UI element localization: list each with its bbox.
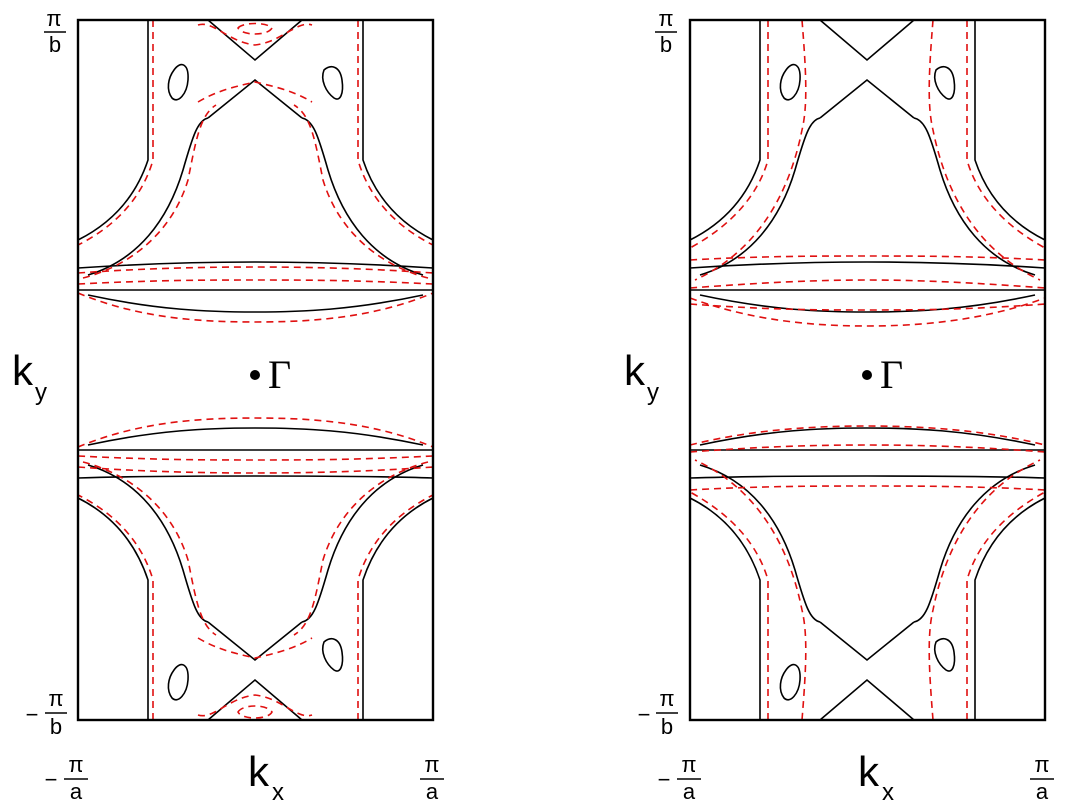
svg-text:a: a bbox=[1036, 779, 1049, 802]
svg-text:π: π bbox=[1034, 752, 1049, 777]
svg-text:k: k bbox=[248, 748, 270, 795]
svg-text:π: π bbox=[68, 752, 83, 777]
right-solid-contours bbox=[689, 19, 1046, 721]
right-gamma-point: Γ bbox=[862, 352, 903, 397]
svg-text:k: k bbox=[858, 748, 880, 795]
left-gamma-label: Γ bbox=[268, 352, 291, 397]
left-bottom-tick-label: − π b bbox=[26, 686, 67, 739]
right-panel: Γ bbox=[688, 18, 1047, 722]
svg-text:k: k bbox=[624, 347, 646, 394]
svg-text:π: π bbox=[659, 686, 674, 711]
right-gamma-label: Γ bbox=[880, 352, 903, 397]
left-left-tick-label: − π a bbox=[45, 752, 88, 802]
svg-text:π: π bbox=[48, 686, 63, 711]
left-kx-axis-label: k x bbox=[248, 748, 284, 802]
left-gamma-point: Γ bbox=[250, 352, 291, 397]
svg-text:b: b bbox=[661, 714, 673, 739]
right-right-tick-label: π a bbox=[1030, 752, 1054, 802]
svg-text:b: b bbox=[50, 714, 62, 739]
right-left-tick-label: − π a bbox=[658, 752, 701, 802]
svg-text:x: x bbox=[272, 779, 284, 802]
left-dashed-contours bbox=[77, 20, 434, 720]
svg-text:π: π bbox=[424, 752, 439, 777]
right-top-tick-label: π b bbox=[655, 6, 677, 57]
svg-text:−: − bbox=[658, 767, 671, 792]
left-right-tick-label: π a bbox=[420, 752, 444, 802]
svg-text:a: a bbox=[426, 779, 439, 802]
svg-text:π: π bbox=[658, 6, 673, 31]
right-bz-frame bbox=[688, 18, 1047, 722]
right-dashed-contours bbox=[689, 19, 1046, 721]
svg-text:a: a bbox=[683, 779, 696, 802]
svg-text:π: π bbox=[681, 752, 696, 777]
left-ky-axis-label: k y bbox=[12, 347, 47, 406]
svg-text:y: y bbox=[647, 379, 659, 406]
right-kx-axis-label: k x bbox=[858, 748, 894, 802]
left-solid-contours bbox=[77, 19, 434, 721]
svg-text:b: b bbox=[49, 32, 61, 57]
svg-text:−: − bbox=[26, 702, 39, 727]
svg-text:−: − bbox=[638, 702, 651, 727]
right-bottom-tick-label: − π b bbox=[638, 686, 678, 739]
svg-text:a: a bbox=[70, 779, 83, 802]
left-panel: Γ bbox=[76, 18, 435, 722]
svg-text:k: k bbox=[12, 347, 34, 394]
svg-text:b: b bbox=[660, 32, 672, 57]
left-top-tick-label: π b bbox=[44, 6, 66, 57]
left-bz-frame bbox=[76, 18, 435, 722]
svg-text:x: x bbox=[882, 779, 894, 802]
svg-text:−: − bbox=[45, 767, 58, 792]
svg-text:y: y bbox=[35, 379, 47, 406]
svg-text:π: π bbox=[46, 6, 61, 31]
right-ky-axis-label: k y bbox=[624, 347, 659, 406]
